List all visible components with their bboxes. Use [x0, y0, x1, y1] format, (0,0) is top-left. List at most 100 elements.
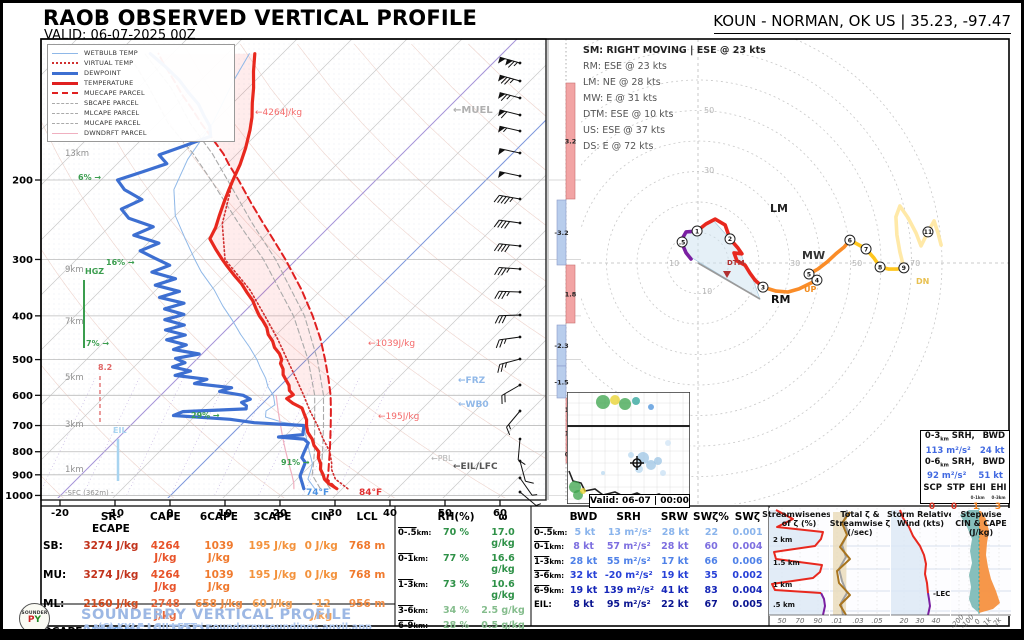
- profile-wetbulb: [173, 53, 316, 490]
- svg-text:50: 50: [852, 259, 862, 268]
- legend-item-label: SBCAPE PARCEL: [84, 99, 139, 107]
- wind-barb: [506, 409, 522, 436]
- shear-cell: 0.001: [732, 526, 763, 538]
- svg-text:600: 600: [12, 391, 33, 402]
- mixing-ratio-value: 10.6 g/kg: [491, 579, 515, 601]
- wind-barb: [498, 125, 522, 133]
- shear-cell: 0.004: [732, 541, 763, 552]
- page-title: RAOB OBSERVED VERTICAL PROFILE: [43, 6, 478, 30]
- station-title: KOUN - NORMAN, OK US | 35.23, -97.47: [713, 12, 1011, 30]
- shear-cell: 57 m²/s²: [606, 541, 651, 552]
- shear-cell: 32 kt: [569, 570, 598, 581]
- svg-text:-3.2: -3.2: [554, 229, 568, 237]
- svg-text:-2.3: -2.3: [554, 342, 568, 350]
- bottom-border-bar: [3, 629, 1021, 637]
- svg-text:-SFC (362m) -: -SFC (362m) -: [65, 489, 114, 497]
- svg-text:.5: .5: [679, 239, 685, 246]
- thermo-row: MU: 3274 J/kg 4264 J/kg 1039 J/kg 195 J/kg 0 …: [43, 569, 391, 593]
- wind-barb: [498, 92, 522, 102]
- hodograph-height-marker: [844, 234, 856, 246]
- svg-text:2 km: 2 km: [773, 536, 792, 544]
- shear-cell: 41 kt: [661, 584, 689, 596]
- svg-text:-1.5: -1.5: [554, 379, 569, 387]
- srh-box-row: 0-6km SRH, BWD: [921, 457, 1009, 472]
- svg-text:(J/kg): (J/kg): [969, 528, 993, 537]
- svg-text:.01: .01: [831, 617, 842, 625]
- rh-col-header: RH(%): [437, 511, 475, 523]
- station-underline: [714, 33, 1011, 34]
- shear-col-header: SWζ%: [693, 511, 729, 523]
- svg-text:3.2: 3.2: [565, 138, 577, 146]
- legend-item-label: VIRTUAL TEMP: [84, 59, 134, 67]
- svg-text:←WB0: ←WB0: [458, 400, 489, 410]
- svg-text:.5 km: .5 km: [773, 601, 795, 609]
- legend-item: DWNDRFT PARCEL: [52, 128, 230, 138]
- shear-cell: 17 kt: [661, 555, 689, 567]
- thermo-col-header: CIN: [310, 511, 332, 523]
- shear-cell: 95 m²/s²: [606, 599, 651, 610]
- moisture-row: 6-9km: 28 % 0.5 g/kg: [398, 620, 528, 631]
- svg-text:50: 50: [704, 106, 714, 115]
- wind-barb: [498, 109, 522, 119]
- shear-cell: 28 kt: [569, 555, 598, 567]
- shear-row-label: EIL:: [534, 600, 552, 610]
- svg-text:70: 70: [910, 259, 920, 268]
- thermo-cell: -12 J/kg: [310, 598, 333, 622]
- legend-line-sample: [52, 71, 78, 75]
- svg-text:20: 20: [900, 617, 909, 625]
- hodograph-height-marker: [724, 233, 736, 245]
- shear-cell: 35: [704, 570, 718, 581]
- panel-1: .01 .03 .05 Total ζ &Streamwise ζ(/sec): [830, 508, 891, 625]
- legend-item: MLCAPE PARCEL: [52, 108, 230, 118]
- thermo-cell: 658 J/kg: [194, 598, 243, 610]
- legend-line-sample: [52, 92, 78, 94]
- srh-box-cell: 92 m²/s²: [927, 471, 967, 482]
- svg-text:Stepwise: Stepwise: [960, 510, 1002, 519]
- omega-col-header: ω: [498, 511, 508, 523]
- svg-text:-10: -10: [106, 508, 124, 519]
- svg-text:0: 0: [973, 617, 982, 626]
- legend-item: VIRTUAL TEMP: [52, 58, 230, 68]
- legend-item-label: MLCAPE PARCEL: [84, 109, 140, 117]
- legend-line-sample: [52, 132, 78, 134]
- legend-item-label: MUECAPE PARCEL: [84, 89, 145, 97]
- svg-text:300: 300: [12, 255, 33, 266]
- shear-cell: 60: [704, 541, 718, 552]
- mixing-ratio-value: 17.0 g/kg: [491, 527, 515, 549]
- svg-text:13km: 13km: [65, 149, 89, 159]
- shear-cell: 83: [704, 584, 718, 596]
- svg-text:500: 500: [12, 355, 33, 366]
- svg-text:30: 30: [916, 617, 925, 625]
- dtm-marker: [723, 271, 731, 278]
- svg-text:2: 2: [728, 236, 732, 243]
- moisture-row: 3-6km: 34 % 2.5 g/kg: [398, 605, 528, 616]
- shear-cell: 55 m²/s²: [606, 555, 651, 567]
- svg-text:7% →: 7% →: [86, 339, 109, 348]
- hodograph-trace-1-3km: [695, 217, 765, 289]
- legend-line-sample: [52, 81, 78, 85]
- moisture-row: 0-1km: 77 % 16.6 g/kg: [398, 553, 528, 575]
- svg-text:Streamwise ζ: Streamwise ζ: [830, 519, 891, 528]
- srh-bwd-summary-box: 0-3km SRH, BWD 113 m²/s² 24 kt 0-6km SRH, BWD…: [920, 430, 1010, 512]
- shear-row-label: 3-6km:: [534, 571, 565, 581]
- svg-text:50: 50: [438, 508, 452, 519]
- svg-text:←MUEL: ←MUEL: [453, 105, 493, 116]
- thermo-cell: 4264 J/kg: [150, 540, 180, 564]
- wind-barb: [494, 313, 522, 324]
- thermo-row-label: ML:: [43, 598, 65, 610]
- shear-cell: 66: [704, 555, 718, 567]
- wind-barb: [498, 171, 522, 178]
- svg-text:91% →: 91% →: [281, 458, 310, 467]
- rh-value: 77 %: [442, 553, 470, 564]
- svg-text:11: 11: [924, 229, 932, 236]
- shear-cell: 0.005: [732, 599, 763, 610]
- shear-row: 1-3km: 28 kt 55 m²/s² 17 kt 66 0.006: [534, 556, 766, 567]
- svg-text:10: 10: [218, 508, 232, 519]
- thermo-row-label: SB:: [43, 540, 63, 552]
- shear-col-header: SRW: [660, 511, 689, 523]
- svg-text:90: 90: [814, 617, 823, 625]
- legend-line-sample: [52, 112, 78, 114]
- svg-text:10: 10: [702, 287, 712, 296]
